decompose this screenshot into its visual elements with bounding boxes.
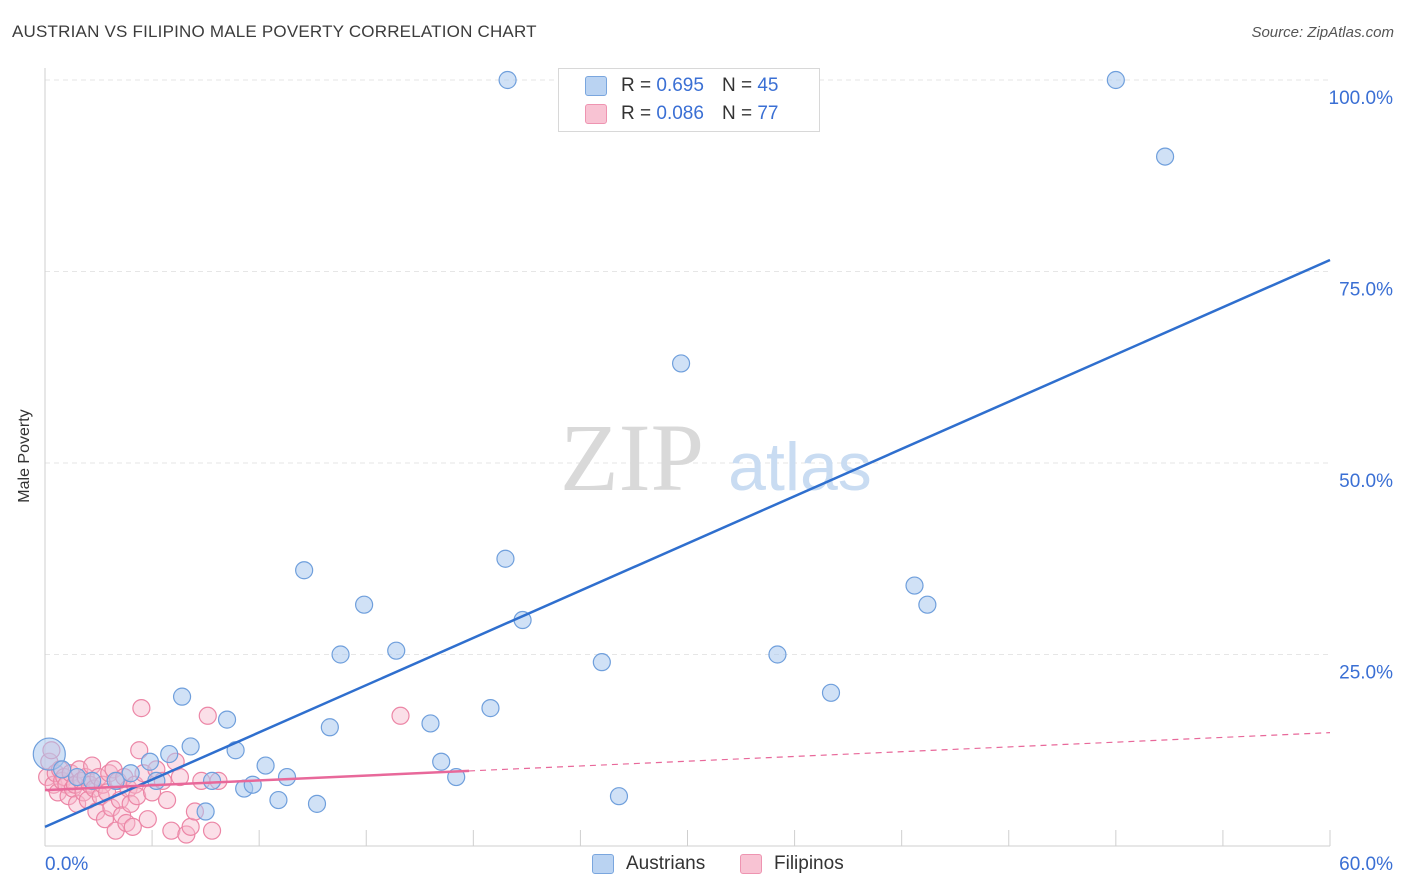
austrian-point	[53, 760, 72, 779]
bottom-filipinos-label: Filipinos	[774, 853, 844, 874]
austrians-swatch	[585, 76, 607, 96]
austrian-point	[196, 802, 215, 821]
x-tick-label: 60.0%	[1339, 854, 1393, 875]
filipino-point	[138, 810, 157, 829]
austrian-point	[172, 687, 192, 706]
austrian-point	[498, 70, 517, 90]
austrian-point	[481, 699, 500, 718]
filipino-point	[130, 741, 149, 760]
austrian-point	[243, 775, 262, 794]
austrian-point	[432, 752, 451, 771]
austrian-point	[320, 718, 339, 737]
filipinos-trendline	[44, 769, 470, 792]
austrian-point	[496, 549, 515, 568]
filipinos-swatch	[585, 104, 607, 124]
austrian-point	[202, 771, 222, 790]
austrians-r-label: R =	[621, 75, 652, 96]
filipino-point	[157, 790, 177, 810]
austrian-point	[83, 771, 102, 790]
filipino-point	[127, 787, 147, 806]
tick-labels: 25.0% 50.0% 75.0% 100.0% 0.0% 60.0%	[45, 88, 1393, 875]
stats-legend: R = 0.695 N = 45 R = 0.086 N = 77	[558, 68, 820, 132]
y-tick-label: 75.0%	[1339, 280, 1393, 301]
austrian-point	[671, 354, 691, 373]
filipino-point	[162, 821, 181, 840]
watermark-atlas: atlas	[728, 429, 872, 505]
y-tick-label: 100.0%	[1329, 88, 1394, 109]
austrian-point	[106, 771, 125, 790]
filipino-point	[198, 706, 217, 725]
austrian-point	[331, 645, 350, 664]
trend-lines	[44, 258, 1331, 828]
axes	[44, 68, 1331, 847]
filipino-point	[132, 699, 151, 718]
austrian-point	[295, 561, 314, 580]
austrian-point	[121, 764, 140, 783]
austrian-point	[307, 794, 327, 813]
legend-row-filipinos: R = 0.086 N = 77	[585, 102, 778, 126]
legend-row-austrians: R = 0.695 N = 45	[585, 74, 778, 98]
austrian-point	[256, 756, 275, 775]
bottom-legend-austrians: Austrians	[592, 852, 705, 876]
bottom-filipinos-swatch	[740, 854, 762, 874]
bottom-austrians-label: Austrians	[626, 853, 706, 874]
watermark: ZIP atlas	[560, 404, 872, 511]
austrian-point	[269, 790, 288, 810]
austrian-point	[905, 576, 924, 595]
austrian-point	[181, 737, 200, 756]
filipino-point	[181, 817, 200, 836]
filipino-point	[202, 821, 222, 840]
source-label: Source: ZipAtlas.com	[1251, 24, 1394, 41]
austrian-point	[277, 767, 297, 787]
y-tick-label: 50.0%	[1339, 471, 1393, 492]
austrian-point	[592, 653, 611, 672]
bottom-austrians-swatch	[592, 854, 614, 874]
watermark-zip: ZIP	[560, 404, 704, 511]
austrians-n-label: N =	[721, 75, 753, 96]
filipinos-n-label: N =	[721, 103, 753, 124]
austrian-point	[609, 787, 629, 806]
austrians-r-value: 0.695	[656, 75, 704, 96]
austrian-point	[355, 595, 374, 614]
austrian-point	[68, 767, 87, 787]
austrian-point	[217, 710, 237, 729]
bottom-legend-filipinos: Filipinos	[740, 852, 844, 876]
austrian-point	[918, 595, 937, 614]
austrian-point	[1106, 70, 1125, 90]
austrian-point	[768, 645, 787, 664]
filipinos-r-label: R =	[621, 103, 652, 124]
austrians-trendline	[44, 258, 1331, 828]
filipino-point	[95, 810, 115, 829]
chart-title: AUSTRIAN VS FILIPINO MALE POVERTY CORREL…	[12, 22, 537, 41]
filipinos-n-value: 77	[757, 103, 779, 124]
filipinos-trendline-extension	[469, 732, 1331, 772]
austrians-n-value: 45	[757, 75, 779, 96]
austrian-point	[160, 744, 179, 764]
y-tick-label: 25.0%	[1339, 663, 1393, 684]
austrian-point	[1155, 147, 1175, 166]
austrian-point	[387, 641, 406, 660]
austrian-point	[140, 752, 160, 771]
filipino-point	[391, 706, 410, 725]
filipino-point	[123, 817, 142, 836]
filipinos-r-value: 0.086	[656, 103, 704, 124]
austrian-point	[421, 714, 440, 733]
austrian-point	[821, 683, 841, 702]
x-tick-label: 0.0%	[45, 854, 88, 875]
